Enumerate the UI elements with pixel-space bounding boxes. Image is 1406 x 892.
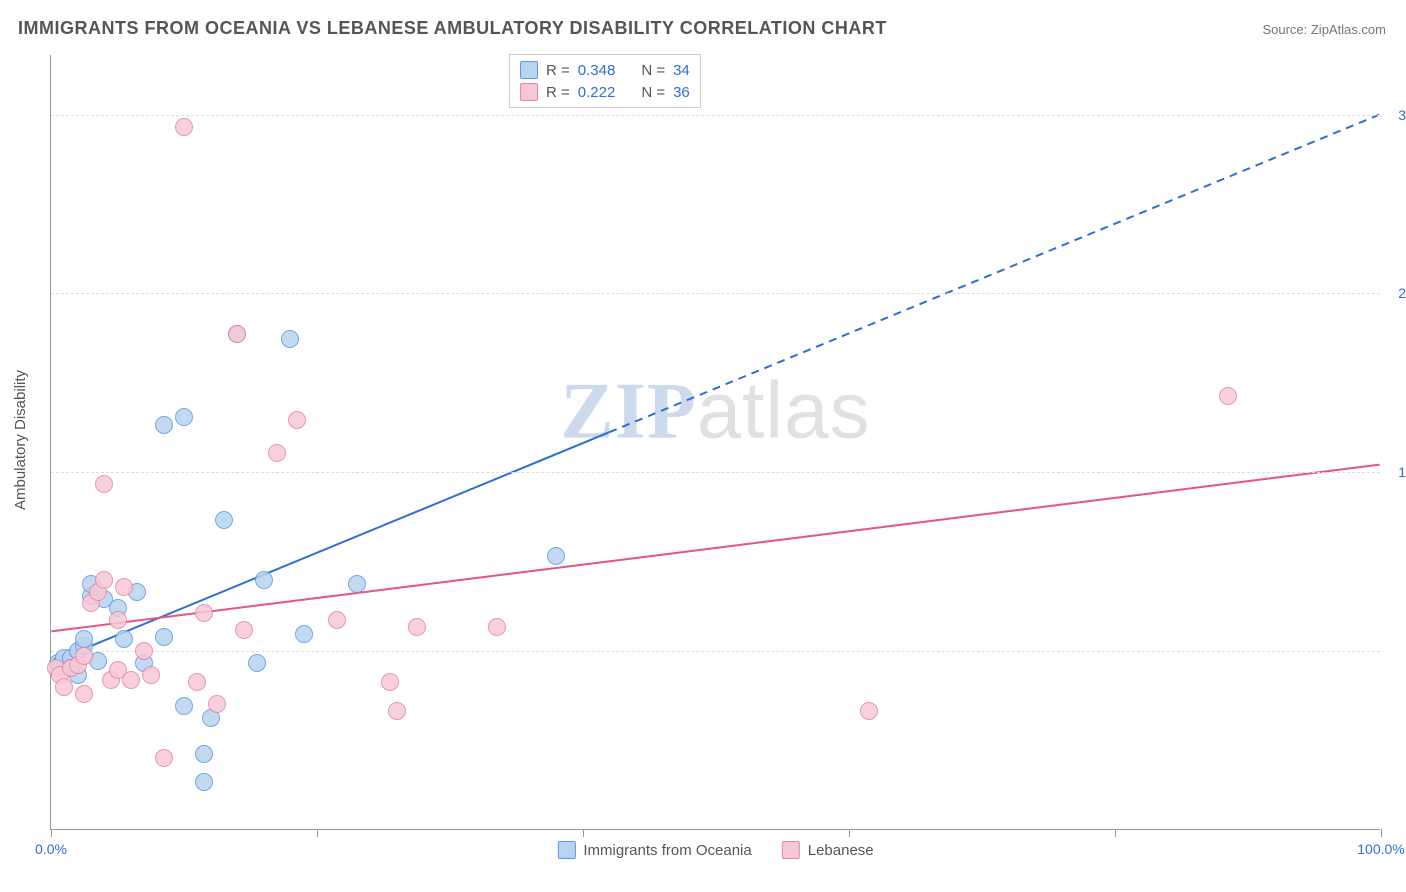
scatter-point <box>188 673 206 691</box>
source-label: Source: <box>1262 22 1310 37</box>
scatter-point <box>488 618 506 636</box>
watermark-zip: ZIP <box>560 368 696 456</box>
xtick <box>317 829 318 837</box>
trendline-solid <box>51 432 609 662</box>
scatter-point <box>115 630 133 648</box>
legend-n-value: 34 <box>673 62 690 79</box>
legend-series-label: Immigrants from Oceania <box>583 842 751 859</box>
scatter-point <box>208 695 226 713</box>
scatter-point <box>408 618 426 636</box>
scatter-point <box>155 416 173 434</box>
legend-top: R = 0.348 N = 34 R = 0.222 N = 36 <box>509 54 701 108</box>
scatter-plot-area: ZIPatlas R = 0.348N = 34R = 0.222N = 36 … <box>50 55 1380 830</box>
scatter-point <box>328 611 346 629</box>
legend-r-label: R = <box>546 62 570 79</box>
scatter-point <box>109 611 127 629</box>
xtick <box>849 829 850 837</box>
scatter-point <box>388 702 406 720</box>
ytick-label: 22.5% <box>1388 285 1406 301</box>
scatter-point <box>228 325 246 343</box>
scatter-point <box>248 654 266 672</box>
scatter-point <box>175 118 193 136</box>
xtick <box>1381 829 1382 837</box>
scatter-point <box>268 444 286 462</box>
y-axis-label: Ambulatory Disability <box>12 370 29 510</box>
scatter-point <box>255 571 273 589</box>
watermark-atlas: atlas <box>697 366 871 455</box>
scatter-point <box>142 666 160 684</box>
scatter-point <box>348 575 366 593</box>
scatter-point <box>122 671 140 689</box>
scatter-point <box>135 642 153 660</box>
scatter-point <box>281 330 299 348</box>
xtick <box>1115 829 1116 837</box>
legend-swatch <box>520 83 538 101</box>
legend-r-value: 0.348 <box>578 62 616 79</box>
scatter-point <box>75 685 93 703</box>
legend-r-value: 0.222 <box>578 84 616 101</box>
xtick <box>583 829 584 837</box>
scatter-point <box>1219 387 1237 405</box>
source-link[interactable]: ZipAtlas.com <box>1311 22 1386 37</box>
legend-n-label: N = <box>641 62 665 79</box>
trendlines-layer <box>51 55 1380 829</box>
scatter-point <box>235 621 253 639</box>
watermark: ZIPatlas <box>560 365 870 458</box>
scatter-point <box>95 571 113 589</box>
source-attribution: Source: ZipAtlas.com <box>1262 22 1386 37</box>
legend-bottom: Immigrants from Oceania Lebanese <box>557 841 873 859</box>
gridline <box>51 651 1380 652</box>
scatter-point <box>155 749 173 767</box>
scatter-point <box>175 408 193 426</box>
legend-series-label: Lebanese <box>808 842 874 859</box>
legend-swatch <box>557 841 575 859</box>
legend-swatch <box>782 841 800 859</box>
scatter-point <box>860 702 878 720</box>
legend-bottom-item: Lebanese <box>782 841 874 859</box>
scatter-point <box>195 604 213 622</box>
xtick-label: 0.0% <box>35 841 67 857</box>
ytick-label: 15.0% <box>1388 464 1406 480</box>
chart-title: IMMIGRANTS FROM OCEANIA VS LEBANESE AMBU… <box>18 18 887 39</box>
xtick <box>51 829 52 837</box>
scatter-point <box>195 745 213 763</box>
trendline-solid <box>51 465 1379 632</box>
trendline-dashed <box>609 115 1379 433</box>
gridline <box>51 115 1380 116</box>
scatter-point <box>547 547 565 565</box>
legend-top-row: R = 0.348 N = 34 <box>520 59 690 81</box>
scatter-point <box>95 475 113 493</box>
scatter-point <box>195 773 213 791</box>
legend-bottom-item: Immigrants from Oceania <box>557 841 751 859</box>
scatter-point <box>215 511 233 529</box>
scatter-point <box>175 697 193 715</box>
ytick-label: 7.5% <box>1388 643 1406 659</box>
legend-top-row: R = 0.222 N = 36 <box>520 81 690 103</box>
scatter-point <box>155 628 173 646</box>
legend-n-value: 36 <box>673 84 690 101</box>
scatter-point <box>295 625 313 643</box>
legend-n-label: N = <box>641 84 665 101</box>
legend-swatch <box>520 61 538 79</box>
scatter-point <box>75 630 93 648</box>
scatter-point <box>75 647 93 665</box>
xtick-label: 100.0% <box>1357 841 1404 857</box>
scatter-point <box>115 578 133 596</box>
scatter-point <box>288 411 306 429</box>
legend-r-label: R = <box>546 84 570 101</box>
ytick-label: 30.0% <box>1388 107 1406 123</box>
scatter-point <box>55 678 73 696</box>
scatter-point <box>381 673 399 691</box>
gridline <box>51 293 1380 294</box>
gridline <box>51 472 1380 473</box>
